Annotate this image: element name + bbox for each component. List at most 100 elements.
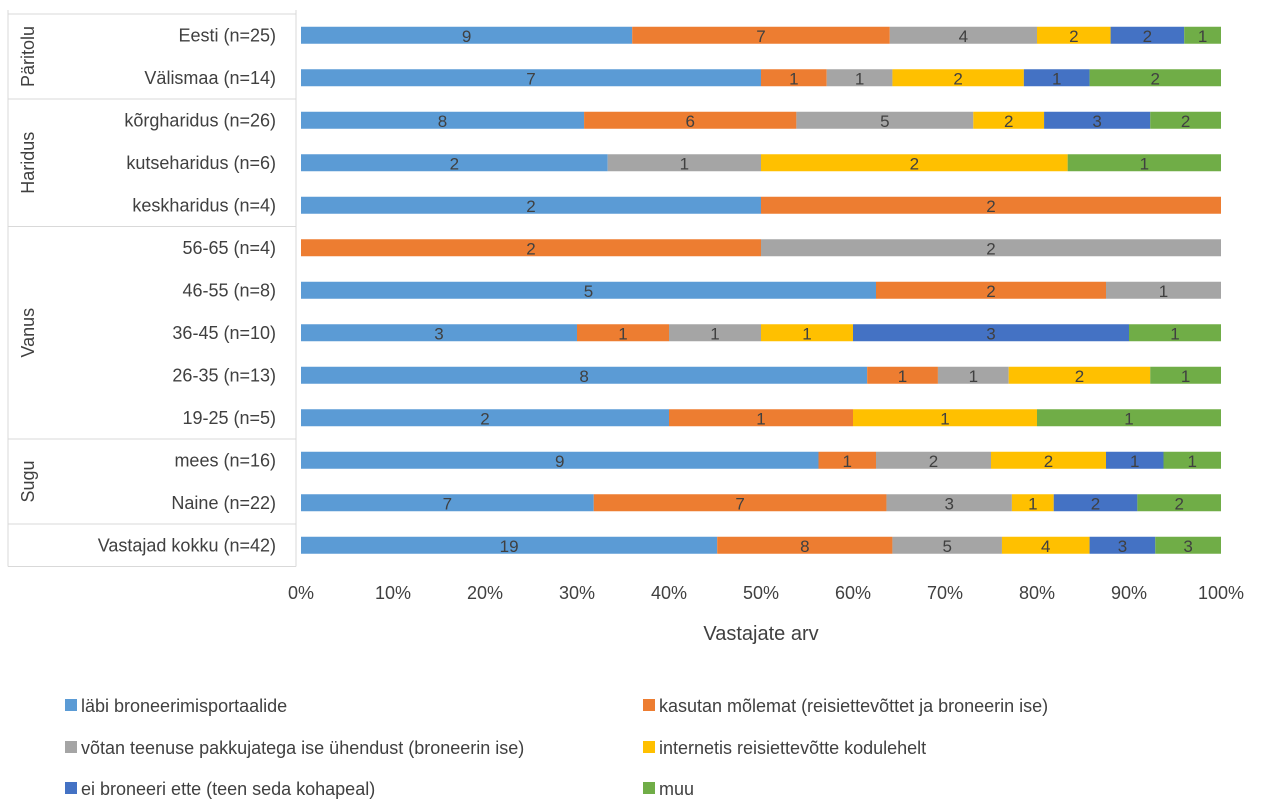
x-tick-label: 100% <box>1198 583 1244 603</box>
data-label: 3 <box>1118 537 1127 556</box>
category-label: Vastajad kokku (n=42) <box>98 535 276 555</box>
category-label: kõrgharidus (n=26) <box>124 110 276 130</box>
bar-segment <box>973 111 1045 129</box>
category-label: 19-25 (n=5) <box>182 408 276 428</box>
data-label: 7 <box>526 69 535 88</box>
bar-segment <box>632 26 890 44</box>
data-label: 2 <box>986 197 995 216</box>
bar-segment <box>1053 494 1138 512</box>
data-label: 2 <box>1174 494 1183 513</box>
data-label: 1 <box>843 452 852 471</box>
bar-segment <box>886 494 1012 512</box>
bar-segment <box>1037 409 1221 427</box>
bar-segment <box>1110 26 1185 44</box>
bar-segment <box>1184 26 1221 44</box>
data-label: 7 <box>756 27 765 46</box>
group-label: Päritolu <box>18 26 38 87</box>
group-label: Sugu <box>18 460 38 502</box>
bar-segment <box>1150 366 1221 384</box>
group-label: Haridus <box>18 132 38 194</box>
data-label: 2 <box>526 197 535 216</box>
legend-swatch <box>65 699 77 711</box>
data-label: 1 <box>855 69 864 88</box>
bar-segment <box>761 196 1221 214</box>
data-label: 1 <box>618 324 627 343</box>
bar-segment <box>1011 494 1054 512</box>
data-label: 8 <box>579 367 588 386</box>
bar-segment <box>853 409 1037 427</box>
bar-segment <box>1001 536 1090 554</box>
bar-segment <box>301 366 868 384</box>
bar-segment <box>853 324 1129 342</box>
legend-swatch <box>643 741 655 753</box>
bar-segment <box>761 324 853 342</box>
data-label: 3 <box>434 324 443 343</box>
data-label: 1 <box>1170 324 1179 343</box>
data-label: 1 <box>789 69 798 88</box>
data-label: 8 <box>438 112 447 131</box>
data-label: 1 <box>1028 494 1037 513</box>
bar-segment <box>301 451 819 469</box>
bar-segment <box>761 69 827 87</box>
x-tick-label: 10% <box>375 583 411 603</box>
data-label: 2 <box>1091 494 1100 513</box>
category-label: Naine (n=22) <box>171 493 276 513</box>
category-label: Välismaa (n=14) <box>144 68 276 88</box>
bar-segment <box>669 324 761 342</box>
legend-label: võtan teenuse pakkujatega ise ühendust (… <box>81 738 524 758</box>
data-label: 5 <box>880 112 889 131</box>
x-tick-label: 0% <box>288 583 314 603</box>
bar-segment <box>876 451 991 469</box>
data-label: 1 <box>680 154 689 173</box>
bar-segment <box>301 281 876 299</box>
data-label: 2 <box>1044 452 1053 471</box>
data-label: 1 <box>1181 367 1190 386</box>
category-label: keskharidus (n=4) <box>132 195 276 215</box>
bar-segment <box>1044 111 1151 129</box>
bar-segment <box>1089 536 1156 554</box>
data-label: 3 <box>986 324 995 343</box>
data-label: 2 <box>480 409 489 428</box>
bar-segment <box>593 494 887 512</box>
legend-swatch <box>65 741 77 753</box>
legend-label: muu <box>659 779 694 799</box>
data-label: 2 <box>986 239 995 258</box>
bar-segment <box>796 111 974 129</box>
bar-segment <box>1037 26 1111 44</box>
data-label: 2 <box>986 282 995 301</box>
x-axis-title: Vastajate arv <box>703 623 818 645</box>
x-tick-label: 60% <box>835 583 871 603</box>
bar-segment <box>1023 69 1090 87</box>
data-label: 2 <box>1069 27 1078 46</box>
data-label: 2 <box>1151 69 1160 88</box>
data-label: 5 <box>584 282 593 301</box>
x-tick-label: 90% <box>1111 583 1147 603</box>
bar-segment <box>1129 324 1221 342</box>
data-label: 7 <box>443 494 452 513</box>
bar-segment <box>1163 451 1221 469</box>
bar-segment <box>991 451 1106 469</box>
data-label: 1 <box>1159 282 1168 301</box>
data-label: 4 <box>959 27 968 46</box>
data-label: 1 <box>1124 409 1133 428</box>
bar-segment <box>1106 281 1221 299</box>
x-tick-label: 70% <box>927 583 963 603</box>
bar-segment <box>301 409 669 427</box>
bar-segment <box>301 154 608 172</box>
data-label: 1 <box>756 409 765 428</box>
data-label: 1 <box>969 367 978 386</box>
data-label: 6 <box>685 112 694 131</box>
bar-segment <box>301 111 585 129</box>
bar-segment <box>301 494 594 512</box>
category-label: Eesti (n=25) <box>178 25 276 45</box>
data-label: 2 <box>526 239 535 258</box>
bar-segment <box>892 536 1002 554</box>
data-label: 8 <box>800 537 809 556</box>
category-label: 46-55 (n=8) <box>182 280 276 300</box>
bar-segment <box>1106 451 1164 469</box>
legend-label: ei broneeri ette (teen seda kohapeal) <box>81 779 375 799</box>
bar-segment <box>818 451 876 469</box>
bar-segment <box>1008 366 1151 384</box>
legend-swatch <box>643 782 655 794</box>
